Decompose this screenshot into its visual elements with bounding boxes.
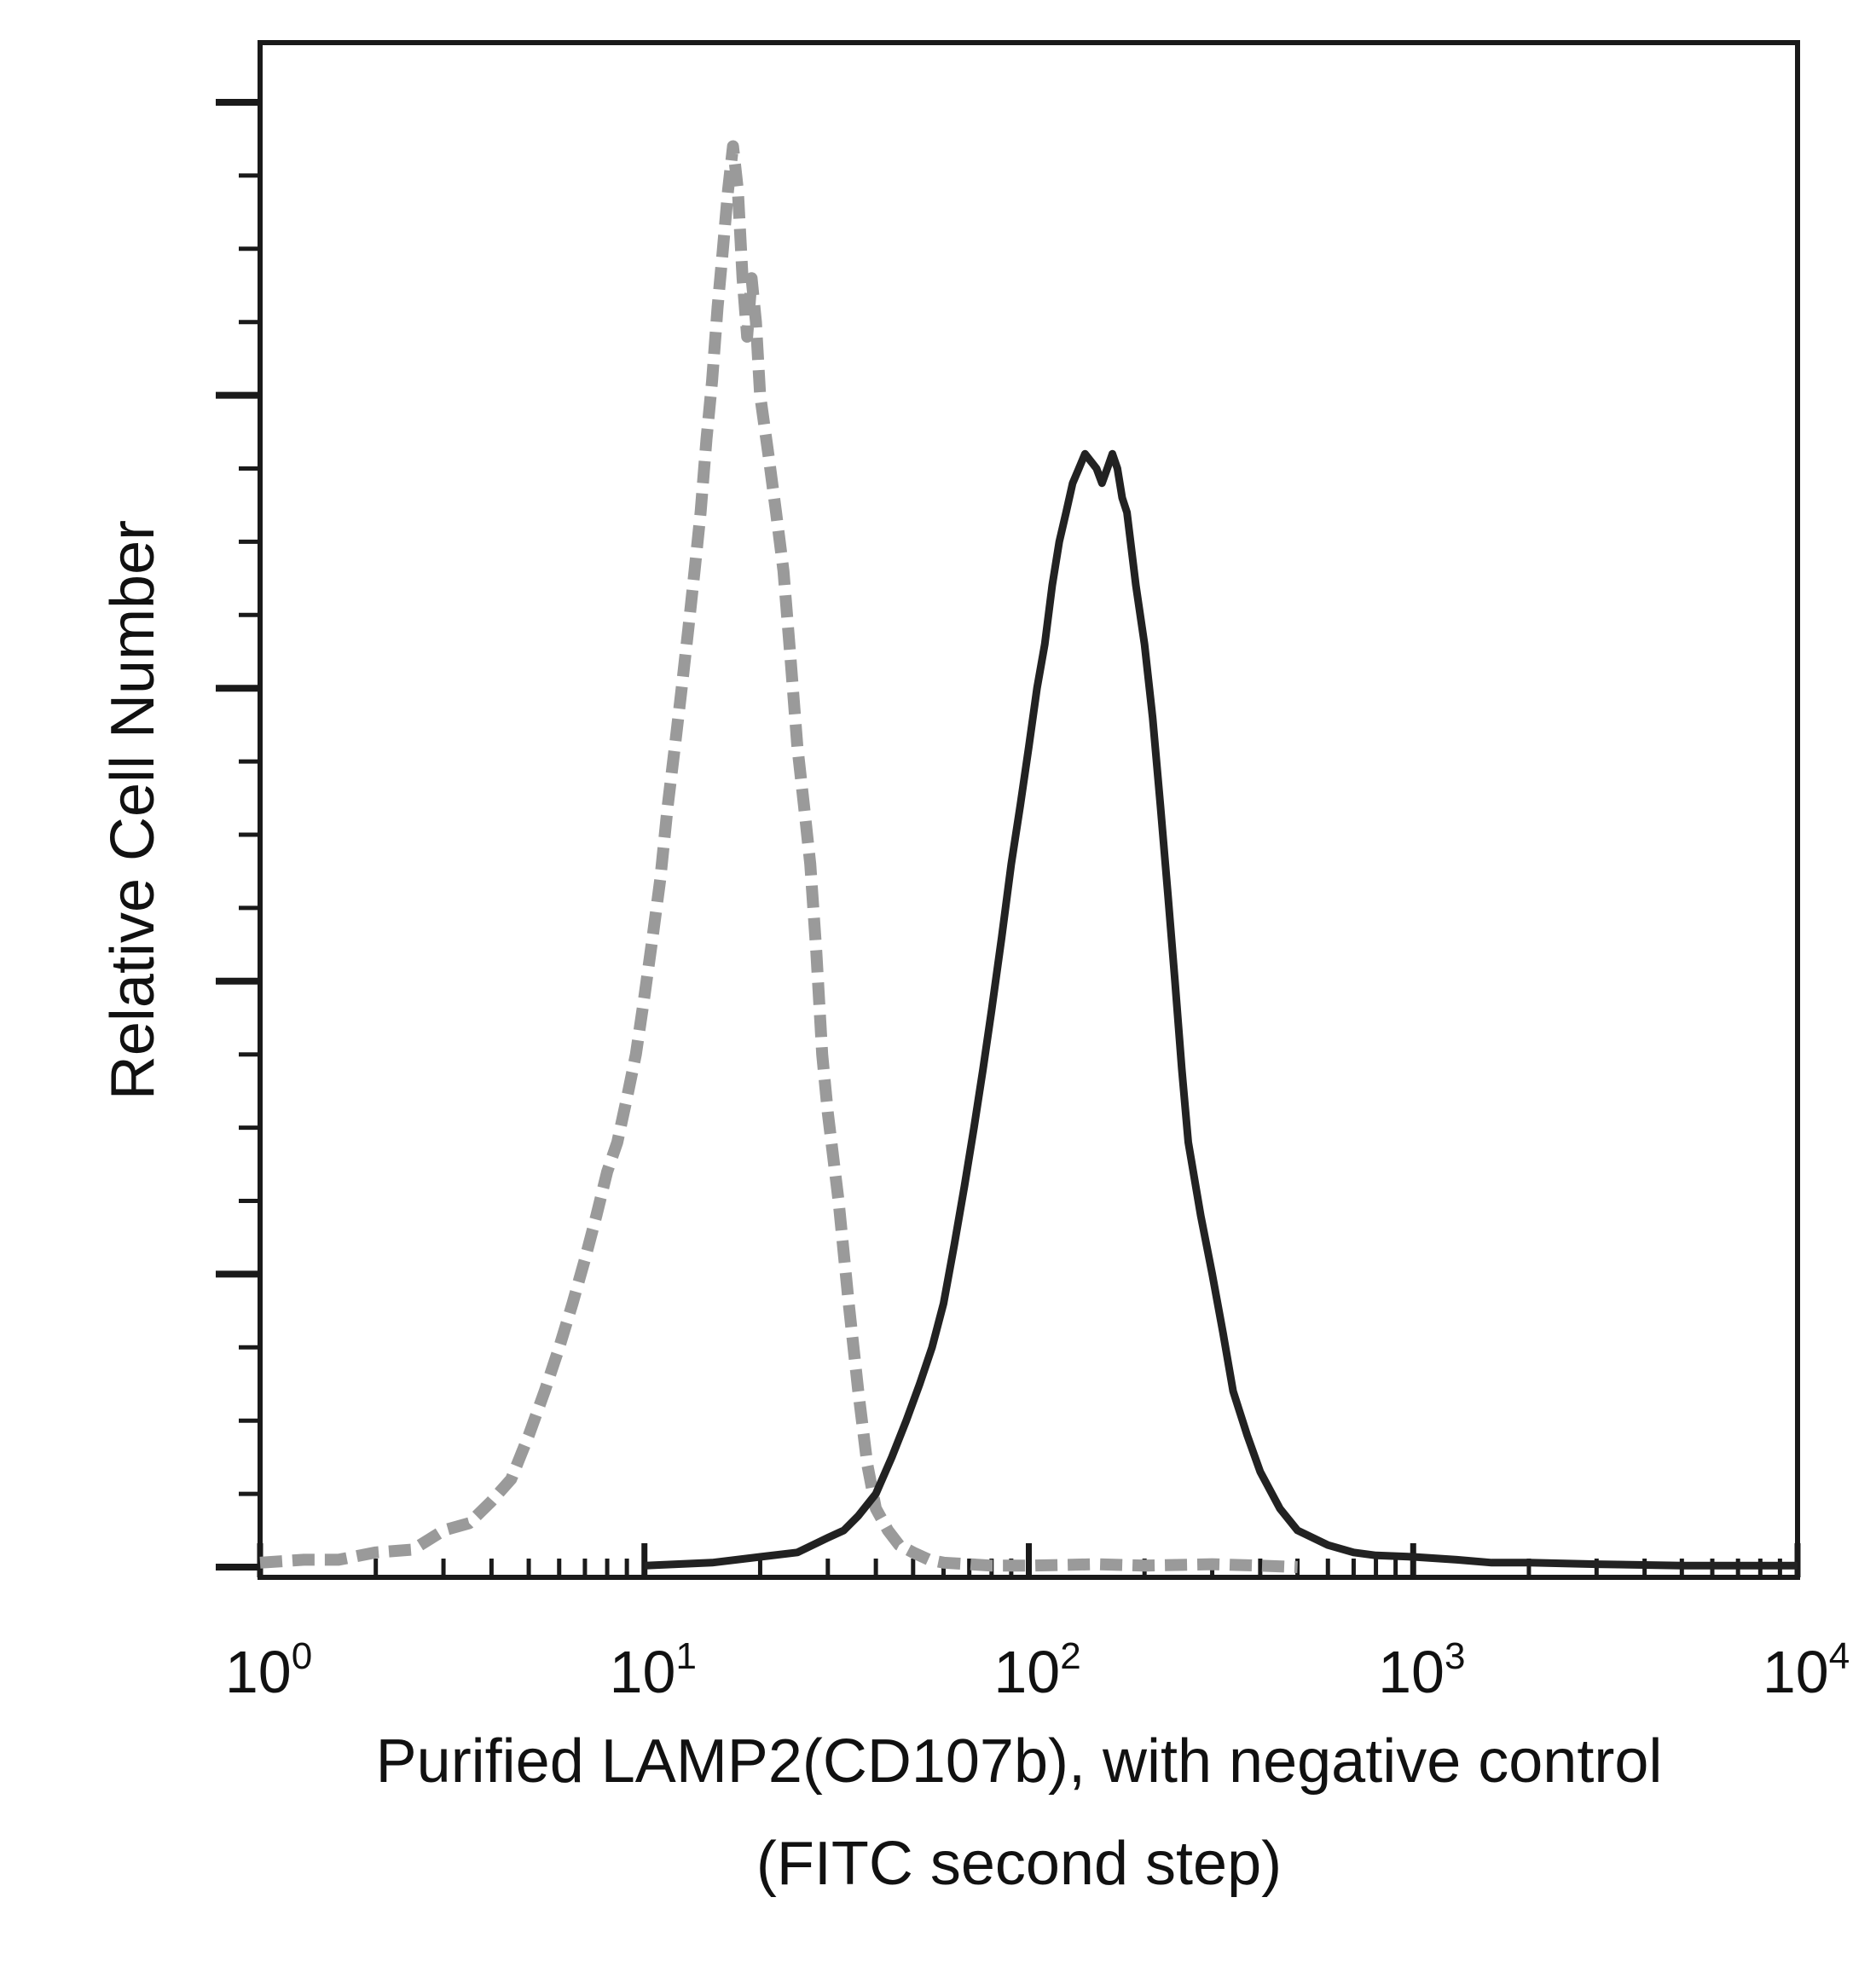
x-axis-label-line-2: (FITC second step) [756,1830,1282,1898]
x-tick-label: 104 [1763,1635,1850,1705]
negative-control-histogram [259,140,1298,1573]
plot-frame [258,40,1800,1580]
y-axis-label: Relative Cell Number [99,520,167,1100]
x-tick-label: 102 [993,1635,1080,1705]
x-tick-label: 101 [610,1635,697,1705]
x-tick-label: 100 [225,1635,312,1705]
lamp2-histogram [644,449,1798,1570]
y-axis-ticks [216,99,260,1571]
x-axis-label-line-1: Purified LAMP2(CD107b), with negative co… [376,1727,1663,1796]
x-tick-label: 103 [1378,1635,1465,1705]
x-tick-labels: 100 101 102 103 104 [225,1635,1850,1705]
series-layer [259,140,1798,1573]
